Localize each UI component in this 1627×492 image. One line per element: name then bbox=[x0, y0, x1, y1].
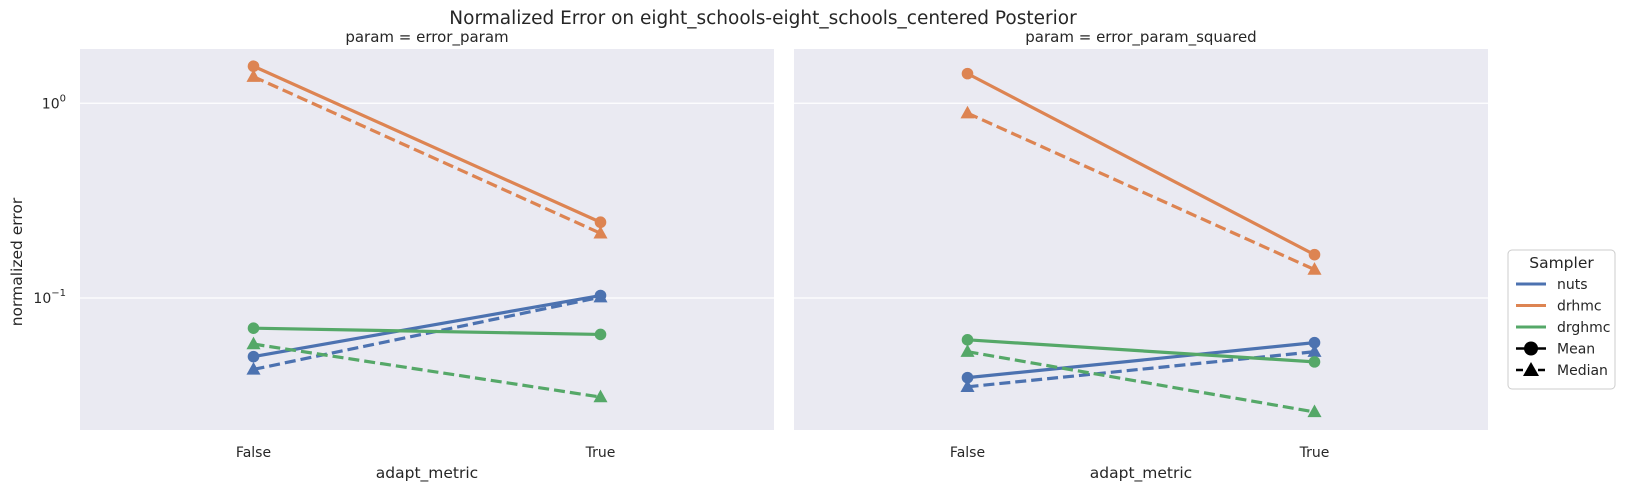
series-line-nuts-median bbox=[253, 295, 601, 371]
y-tick-label: 10−1 bbox=[33, 288, 66, 307]
legend-entry-nuts: nuts bbox=[1516, 277, 1588, 293]
point-nuts-mean bbox=[961, 371, 974, 384]
x-axis-label: adapt_metric bbox=[1090, 464, 1192, 483]
series-line-drghmc-mean bbox=[967, 338, 1315, 364]
legend-marker-triangle bbox=[1523, 362, 1539, 376]
point-drhmc-median bbox=[960, 105, 975, 119]
legend-label: Mean bbox=[1557, 342, 1595, 358]
panel-title: param = error_param bbox=[345, 28, 508, 47]
y-tick-label: 100 bbox=[42, 93, 66, 112]
panel-2: False True param = error_param_squaredadap… bbox=[794, 28, 1488, 483]
legend-entry-median: Median bbox=[1516, 362, 1608, 379]
legend-entry-drhmc: drhmc bbox=[1516, 299, 1602, 315]
x-tick-label: True bbox=[585, 445, 616, 461]
panels: False True param = error_param adapt_metric… bbox=[33, 28, 1488, 483]
series-line-drhmc-mean bbox=[252, 64, 602, 224]
legend-label: Median bbox=[1557, 363, 1608, 379]
series-line-drghmc-mean bbox=[253, 326, 601, 337]
point-nuts-median bbox=[960, 379, 975, 392]
chart-title: Normalized Error on eight_schools-eight_… bbox=[449, 8, 1077, 29]
point-drhmc-median bbox=[246, 69, 261, 82]
panel-1: False True param = error_param adapt_metric bbox=[80, 28, 774, 483]
series-line-nuts-mean bbox=[967, 341, 1315, 380]
point-drhmc-median bbox=[1307, 262, 1322, 275]
series-line-nuts-mean bbox=[253, 293, 601, 359]
series-group bbox=[246, 60, 608, 403]
point-drghmc-mean bbox=[594, 328, 607, 341]
panel-title: param = error_param_squared bbox=[1025, 28, 1256, 47]
point-drhmc-mean bbox=[594, 216, 607, 229]
point-drghmc-median bbox=[1307, 404, 1322, 418]
point-drghmc-mean bbox=[961, 334, 974, 346]
x-tick-label: False bbox=[236, 445, 271, 461]
legend-entry-drghmc: drghmc bbox=[1516, 320, 1611, 336]
point-nuts-median bbox=[246, 361, 261, 375]
point-nuts-median bbox=[1307, 344, 1322, 357]
point-drhmc-median bbox=[593, 225, 608, 239]
x-tick-label: True bbox=[1299, 445, 1330, 461]
legend-label: nuts bbox=[1557, 277, 1588, 293]
x-tick-label: False bbox=[950, 445, 985, 461]
point-nuts-mean bbox=[247, 350, 260, 363]
legend-label: drghmc bbox=[1557, 320, 1611, 336]
legend-title: Sampler bbox=[1529, 254, 1594, 272]
y-axis-label: normalized error bbox=[8, 197, 26, 326]
legend: Sampler nuts drhmc drghmc Mean Median bbox=[1507, 249, 1616, 390]
point-drghmc-median bbox=[593, 389, 608, 403]
point-drghmc-median bbox=[960, 344, 975, 357]
point-nuts-median bbox=[593, 289, 608, 303]
point-drhmc-mean bbox=[1308, 248, 1321, 261]
point-drghmc-mean bbox=[1308, 356, 1321, 368]
legend-marker-circle bbox=[1524, 341, 1538, 356]
series-group bbox=[960, 67, 1322, 418]
point-drhmc-mean bbox=[961, 67, 974, 80]
x-axis-label: adapt_metric bbox=[376, 464, 478, 483]
series-line-drghmc-median bbox=[253, 342, 601, 399]
point-drhmc-mean bbox=[247, 60, 260, 73]
point-nuts-mean bbox=[1308, 336, 1321, 349]
point-drghmc-mean bbox=[247, 322, 260, 334]
plot-background bbox=[794, 49, 1488, 430]
series-line-drghmc-median bbox=[967, 350, 1315, 414]
legend-label: drhmc bbox=[1557, 299, 1602, 315]
point-drghmc-median bbox=[246, 336, 261, 350]
plot-background bbox=[80, 49, 774, 430]
legend-entry-mean: Mean bbox=[1516, 341, 1595, 358]
series-line-drhmc-mean bbox=[966, 72, 1316, 257]
